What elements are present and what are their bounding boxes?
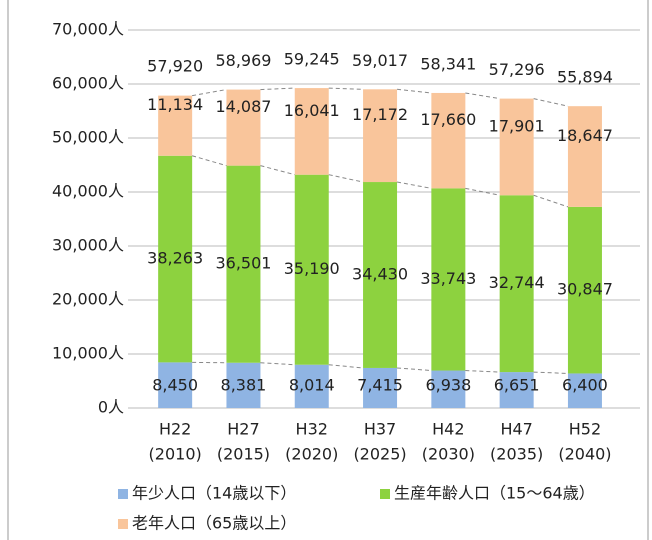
connector bbox=[260, 362, 295, 366]
connector bbox=[328, 174, 364, 183]
bar-segment bbox=[363, 182, 398, 368]
value-label: 30,847 bbox=[557, 280, 613, 299]
bar-segment bbox=[499, 372, 534, 408]
value-label: 36,501 bbox=[215, 254, 271, 273]
y-tick-label: 20,000人 bbox=[52, 290, 124, 309]
x-tick-label: H52 bbox=[569, 420, 601, 439]
connector bbox=[465, 370, 500, 373]
x-tick-label: H42 bbox=[432, 420, 464, 439]
bar-segment bbox=[431, 188, 466, 371]
x-tick-sublabel: (2040) bbox=[558, 445, 611, 464]
connector bbox=[328, 364, 364, 369]
value-label: 16,041 bbox=[284, 101, 340, 120]
value-label: 6,651 bbox=[494, 376, 540, 395]
connector bbox=[465, 92, 500, 100]
bar-segment bbox=[226, 89, 261, 166]
connector bbox=[533, 98, 569, 107]
x-tick-sublabel: (2015) bbox=[217, 445, 270, 464]
total-label: 58,969 bbox=[215, 51, 271, 70]
bar-segment bbox=[294, 364, 329, 408]
value-label: 33,743 bbox=[420, 269, 476, 288]
total-label: 55,894 bbox=[557, 68, 613, 87]
total-label: 58,341 bbox=[420, 54, 476, 73]
value-label: 38,263 bbox=[147, 249, 203, 268]
y-tick-label: 0人 bbox=[98, 398, 124, 417]
value-label: 32,744 bbox=[489, 273, 545, 292]
x-tick-label: H37 bbox=[364, 420, 396, 439]
value-label: 17,660 bbox=[420, 110, 476, 129]
x-tick-sublabel: (2030) bbox=[422, 445, 475, 464]
connector bbox=[328, 87, 364, 90]
bar-segment bbox=[363, 367, 398, 408]
connector bbox=[533, 194, 569, 208]
bar-segment bbox=[499, 98, 534, 196]
bar-segment bbox=[158, 95, 193, 156]
x-tick-sublabel: (2035) bbox=[490, 445, 543, 464]
total-label: 59,017 bbox=[352, 51, 408, 70]
x-tick-sublabel: (2020) bbox=[285, 445, 338, 464]
value-label: 17,901 bbox=[489, 116, 545, 135]
connector bbox=[533, 371, 568, 374]
legend-swatch bbox=[118, 519, 128, 529]
x-tick-sublabel: (2010) bbox=[149, 445, 202, 464]
x-tick-label: H47 bbox=[500, 420, 532, 439]
value-label: 17,172 bbox=[352, 105, 408, 124]
bar-segment bbox=[499, 195, 534, 373]
y-tick-label: 60,000人 bbox=[52, 74, 124, 93]
value-label: 8,381 bbox=[221, 376, 267, 395]
bar-segment bbox=[431, 370, 466, 408]
frame bbox=[7, 0, 649, 540]
connector bbox=[465, 187, 500, 196]
total-label: 57,920 bbox=[147, 57, 203, 76]
x-tick-label: H27 bbox=[227, 420, 259, 439]
legend-label: 老年人口（65歳以上） bbox=[132, 514, 296, 533]
bar-segment bbox=[567, 373, 602, 408]
legend-swatch bbox=[380, 489, 390, 499]
connector bbox=[260, 87, 295, 91]
value-label: 35,190 bbox=[284, 259, 340, 278]
bar-segment bbox=[226, 362, 261, 408]
bar-segment bbox=[294, 88, 329, 175]
connector bbox=[192, 155, 227, 167]
bar-segment bbox=[158, 362, 193, 408]
connector bbox=[260, 165, 295, 176]
bar-segment bbox=[226, 165, 261, 363]
x-tick-label: H32 bbox=[296, 420, 328, 439]
total-label: 59,245 bbox=[284, 50, 340, 69]
bar-segment bbox=[567, 206, 602, 374]
total-label: 57,296 bbox=[489, 60, 545, 79]
bar-segment bbox=[431, 92, 466, 189]
legend-swatch bbox=[118, 489, 128, 499]
value-label: 11,134 bbox=[147, 95, 203, 114]
connector bbox=[396, 181, 432, 189]
bar-segment bbox=[158, 155, 193, 363]
value-label: 8,014 bbox=[289, 376, 335, 395]
value-label: 14,087 bbox=[215, 97, 271, 116]
value-label: 18,647 bbox=[557, 126, 613, 145]
connector bbox=[397, 367, 432, 372]
legend-label: 生産年齢人口（15～64歳） bbox=[394, 484, 595, 503]
value-label: 34,430 bbox=[352, 264, 408, 283]
bar-segment bbox=[567, 106, 602, 207]
value-label: 7,415 bbox=[357, 376, 403, 395]
x-tick-label: H22 bbox=[159, 420, 191, 439]
connector bbox=[396, 88, 432, 94]
connector bbox=[192, 89, 227, 97]
value-label: 6,938 bbox=[425, 376, 471, 395]
value-label: 6,400 bbox=[562, 376, 608, 395]
x-tick-sublabel: (2025) bbox=[353, 445, 406, 464]
bar-segment bbox=[294, 174, 329, 365]
legend-label: 年少人口（14歳以下） bbox=[132, 484, 296, 503]
y-tick-label: 10,000人 bbox=[52, 344, 124, 363]
y-tick-label: 40,000人 bbox=[52, 182, 124, 201]
y-tick-label: 50,000人 bbox=[52, 128, 124, 147]
y-tick-label: 30,000人 bbox=[52, 236, 124, 255]
bar-segment bbox=[363, 89, 398, 183]
value-label: 8,450 bbox=[152, 376, 198, 395]
y-tick-label: 70,000人 bbox=[52, 20, 124, 39]
